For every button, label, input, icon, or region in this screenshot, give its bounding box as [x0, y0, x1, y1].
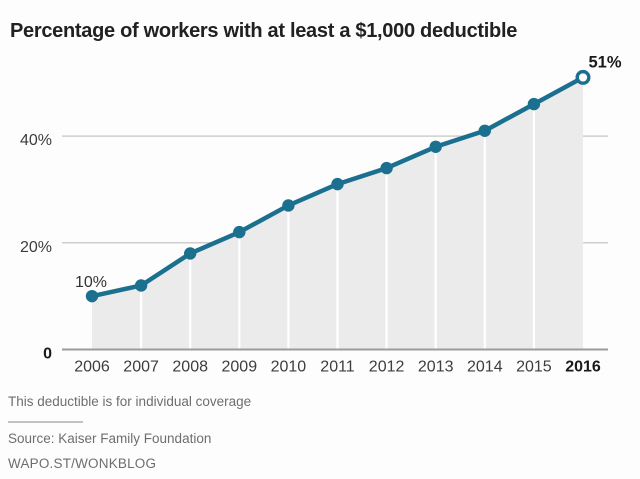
data-point [85, 289, 99, 303]
wonkblog-credit: WAPO.ST/WONKBLOG [8, 456, 157, 471]
deductible-line-chart: 0 20% 40% 2006 2007 2008 2009 2010 2011 2012 2013 2… [20, 53, 622, 376]
chart-title: Percentage of workers with at least a $1… [10, 20, 518, 42]
value-annotation: 10% [75, 274, 107, 291]
x-axis-label: 2006 [74, 359, 110, 376]
y-axis-label: 0 [43, 346, 52, 363]
x-axis-label: 2008 [172, 359, 208, 376]
data-point [282, 199, 295, 212]
x-axis-label: 2013 [418, 359, 454, 376]
data-point-open [575, 69, 591, 85]
x-axis-label: 2016 [565, 359, 601, 376]
data-point [429, 140, 442, 153]
chart-footnote: This deductible is for individual covera… [8, 394, 252, 409]
data-point [233, 225, 246, 239]
x-axis-label: 2015 [516, 359, 552, 376]
data-point [478, 124, 491, 137]
data-point [380, 161, 393, 175]
x-axis-label: 2014 [467, 359, 503, 376]
data-point [184, 247, 197, 260]
value-annotation: 51% [588, 53, 621, 71]
x-axis-label: 2010 [271, 359, 307, 376]
x-axis-label: 2011 [320, 359, 355, 376]
y-axis-label: 20% [20, 239, 52, 256]
x-axis-label: 2007 [123, 359, 159, 376]
footer-divider [8, 421, 83, 423]
source-credit: Source: Kaiser Family Foundation [8, 431, 212, 446]
data-point [527, 97, 541, 111]
x-axis-label: 2012 [369, 359, 405, 376]
y-axis-label: 40% [20, 132, 52, 149]
data-point [331, 177, 344, 191]
data-point [134, 279, 148, 292]
x-axis-label: 2009 [222, 359, 258, 376]
